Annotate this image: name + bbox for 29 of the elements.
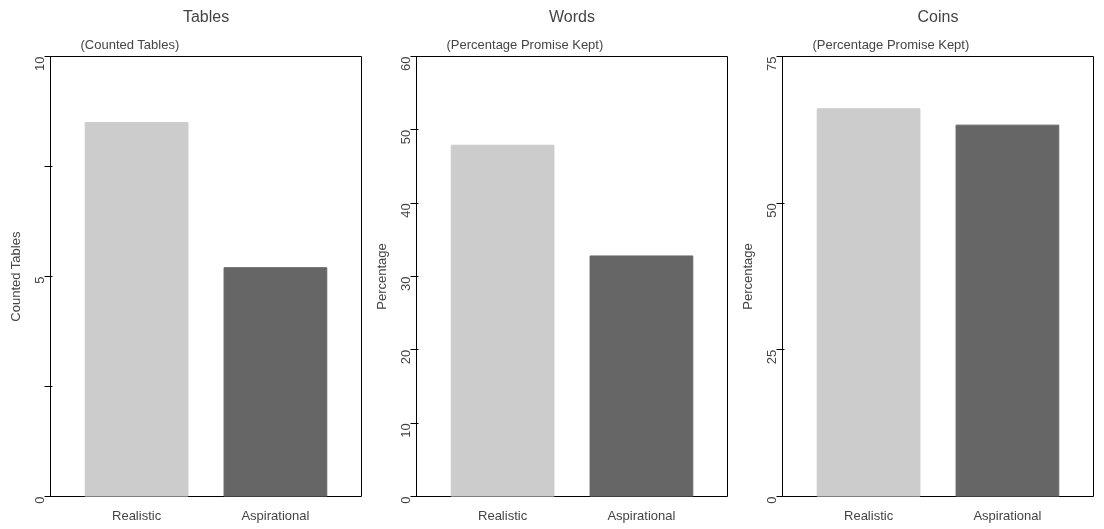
- chart-title: Coins: [917, 7, 959, 25]
- y-axis-title: Counted Tables: [7, 231, 23, 322]
- x-tick-label: Realistic: [112, 507, 162, 523]
- y-tick-label: 40: [398, 203, 413, 218]
- chart-subtitle: (Percentage Promise Kept): [446, 36, 604, 52]
- chart-subtitle: (Percentage Promise Kept): [812, 36, 970, 52]
- y-axis-title: Percentage: [739, 243, 755, 310]
- x-tick-label: Aspirational: [241, 507, 310, 523]
- y-axis-title: Percentage: [373, 243, 389, 310]
- y-tick-label: 50: [764, 203, 779, 218]
- y-tick-label: 0: [764, 496, 779, 504]
- y-tick-label: 25: [764, 349, 779, 365]
- y-tick-label: 50: [398, 129, 413, 145]
- y-tick-label: 75: [764, 56, 779, 71]
- chart-subtitle: (Counted Tables): [80, 36, 180, 52]
- y-tick-label: 10: [398, 423, 413, 438]
- y-tick-label: 0: [398, 496, 413, 504]
- y-tick-label: 5: [32, 276, 47, 284]
- y-tick-label: 60: [398, 56, 413, 71]
- y-tick-label: 20: [398, 349, 413, 365]
- x-tick-label: Realistic: [478, 507, 528, 523]
- x-tick-label: Realistic: [844, 507, 894, 523]
- chart-title: Words: [549, 7, 595, 25]
- y-tick-label: 10: [32, 56, 47, 71]
- chart-title: Tables: [182, 7, 230, 25]
- x-tick-label: Aspirational: [973, 507, 1042, 523]
- y-tick-label: 30: [398, 276, 413, 291]
- x-tick-label: Aspirational: [607, 507, 676, 523]
- y-tick-label: 0: [32, 496, 47, 504]
